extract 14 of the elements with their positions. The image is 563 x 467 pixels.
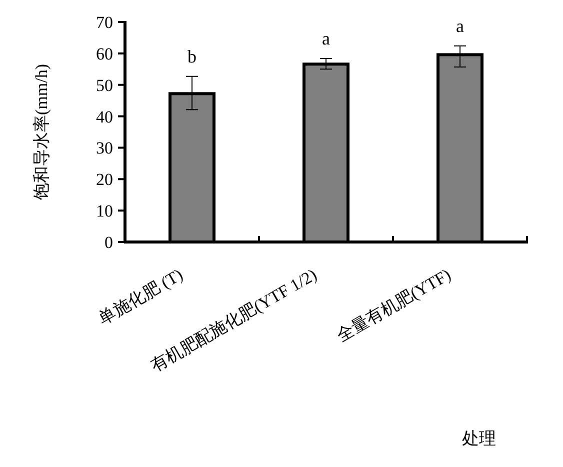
- y-tick-label: 0: [104, 233, 113, 252]
- y-tick-label: 10: [96, 202, 113, 221]
- y-tick-label: 70: [96, 13, 113, 32]
- annotation: a: [456, 16, 464, 36]
- y-axis-title: 饱和导水率(mm/h): [32, 64, 51, 201]
- annotation: a: [322, 28, 330, 48]
- y-tick-label: 50: [96, 76, 113, 95]
- y-tick-label: 60: [96, 44, 113, 64]
- x-tick-label: 单施化肥 (T): [95, 265, 186, 328]
- y-tick-label: 40: [96, 107, 113, 126]
- annotation: b: [188, 46, 196, 66]
- y-tick-label: 30: [96, 138, 113, 158]
- y-tick-label: 20: [96, 170, 113, 190]
- x-axis-title: 处理: [462, 429, 496, 448]
